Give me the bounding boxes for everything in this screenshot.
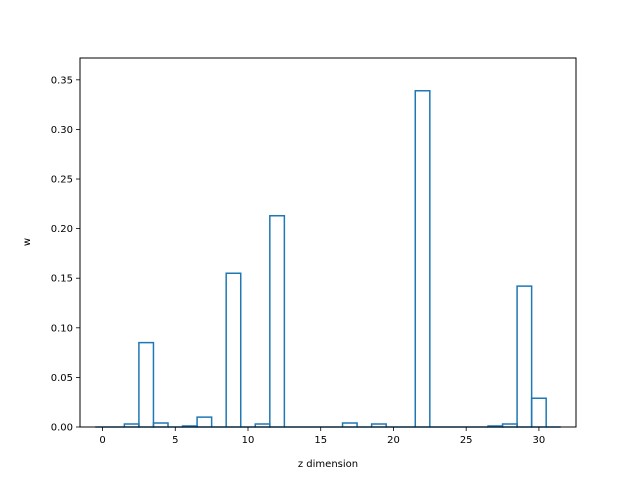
axes-frame [79,57,577,428]
x-axis-label: z dimension [298,459,358,470]
y-tick-label: 0.00 [51,423,73,434]
x-tick-label: 5 [172,435,178,446]
y-axis-label: w [22,238,33,246]
y-tick-label: 0.30 [51,125,73,136]
x-tick-label: 15 [314,435,327,446]
y-tick-label: 0.20 [51,224,73,235]
y-tick-label: 0.10 [51,323,73,334]
x-tick-label: 30 [533,435,546,446]
y-tick-label: 0.25 [51,175,73,186]
y-axis-ticks: 0.00 0.05 0.10 0.15 0.20 0.25 0.30 0.35 [51,75,80,434]
x-tick-label: 25 [460,435,473,446]
y-tick-label: 0.05 [51,373,73,384]
x-tick-label: 10 [242,435,255,446]
x-tick-label: 20 [387,435,400,446]
y-tick-label: 0.15 [51,274,73,285]
x-axis-ticks: 0 5 10 15 20 25 30 [99,427,545,446]
x-tick-label: 0 [99,435,105,446]
y-tick-label: 0.35 [51,75,73,86]
